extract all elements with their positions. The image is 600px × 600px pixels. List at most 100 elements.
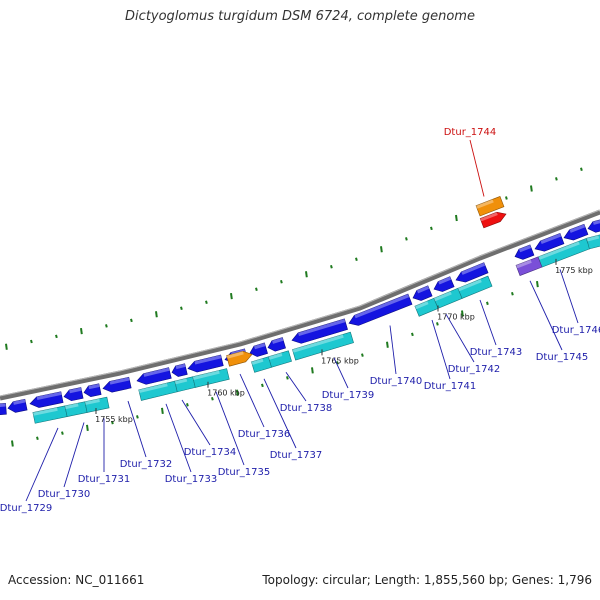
gc-inner-tick	[136, 415, 139, 419]
rna-feature[interactable]	[268, 350, 292, 368]
rna-feature-body[interactable]	[457, 275, 493, 299]
gene-label[interactable]: Dtur_1739	[322, 390, 375, 401]
cds-arrow-body[interactable]	[290, 318, 348, 346]
gene-label[interactable]: Dtur_1741	[424, 381, 477, 392]
rna-feature[interactable]	[251, 356, 272, 373]
gene-label[interactable]: Dtur_1740	[370, 376, 423, 387]
cds-arrow-body[interactable]	[562, 223, 589, 243]
rna-feature[interactable]	[192, 368, 230, 388]
gene-label[interactable]: Dtur_1733	[165, 474, 218, 485]
cds-arrow-body[interactable]	[102, 376, 132, 394]
dtur-1744-arrow[interactable]	[479, 209, 508, 229]
gene-label-leader	[389, 325, 397, 375]
cds-arrow[interactable]	[454, 262, 489, 285]
cds-arrow-body[interactable]	[171, 363, 188, 378]
gene-label[interactable]: Dtur_1734	[184, 447, 237, 458]
cds-arrow[interactable]	[266, 337, 286, 353]
cds-arrow[interactable]	[83, 383, 102, 398]
cds-arrow-body[interactable]	[533, 233, 565, 254]
gene-label[interactable]: Dtur_1745	[536, 352, 589, 363]
gc-inner-tick	[511, 291, 514, 296]
pseudo-feature[interactable]	[515, 256, 543, 276]
cds-arrow-gloss	[592, 218, 600, 225]
gene-label[interactable]: Dtur_1732	[120, 459, 173, 470]
cds-arrow-body[interactable]	[29, 391, 64, 409]
cds-arrow[interactable]	[562, 223, 589, 243]
dtur-1744-arrow-body[interactable]	[479, 209, 508, 229]
rna-feature[interactable]	[586, 233, 600, 250]
cds-arrow[interactable]	[136, 367, 172, 387]
cds-arrow-body[interactable]	[432, 276, 455, 295]
gc-outer-tick	[530, 185, 533, 192]
rna-feature-body[interactable]	[586, 233, 600, 250]
gene-label[interactable]: Dtur_1737	[270, 450, 323, 461]
cds-arrow-body[interactable]	[83, 383, 102, 398]
cds-arrow-body[interactable]	[513, 244, 535, 262]
rna-feature-gloss	[586, 235, 600, 242]
dtur-1744-orf-box[interactable]	[475, 196, 505, 217]
cds-arrow[interactable]	[248, 342, 268, 358]
gc-inner-tick	[461, 310, 464, 317]
cds-arrow-body[interactable]	[7, 398, 28, 414]
gene-label-layer[interactable]: Dtur_1729 Dtur_1730 Dtur_1731 Dtur_1732 Dtur…	[0, 127, 600, 514]
cds-arrow[interactable]	[587, 218, 600, 234]
rna-feature[interactable]	[174, 376, 196, 393]
cds-arrow-highlighted[interactable]	[226, 349, 254, 367]
rna-feature[interactable]	[457, 275, 493, 299]
cds-arrow[interactable]	[411, 285, 433, 303]
cds-arrow-body[interactable]	[63, 387, 84, 403]
cds-arrow[interactable]	[347, 293, 413, 328]
rna-feature-body[interactable]	[192, 368, 230, 388]
cds-arrow-body[interactable]	[266, 337, 286, 353]
pseudo-feature-body[interactable]	[515, 256, 543, 276]
cds-arrow[interactable]	[102, 376, 132, 394]
cds-arrow[interactable]	[187, 354, 224, 374]
dtur-1744-orf-box-body[interactable]	[475, 196, 505, 217]
gene-label-selected[interactable]: Dtur_1744	[444, 127, 497, 138]
cds-arrow[interactable]	[0, 402, 7, 416]
cds-arrow-body[interactable]	[248, 342, 268, 358]
gc-outer-tick	[305, 271, 308, 278]
rna-feature[interactable]	[32, 405, 68, 424]
cds-arrow[interactable]	[290, 318, 348, 346]
feature-track[interactable]	[0, 196, 600, 424]
gene-label[interactable]: Dtur_1736	[238, 429, 291, 440]
gene-label[interactable]: Dtur_1730	[38, 489, 91, 500]
ruler-tick-label: 1775 kbp	[555, 266, 593, 275]
cds-arrow-body[interactable]	[187, 354, 224, 374]
gene-label[interactable]: Dtur_1731	[78, 474, 131, 485]
cds-arrow-body[interactable]	[454, 262, 489, 285]
rna-feature[interactable]	[292, 331, 354, 361]
cds-arrow-body[interactable]	[587, 218, 600, 234]
gene-label[interactable]: Dtur_1743	[470, 347, 523, 358]
rna-feature-body[interactable]	[84, 396, 110, 413]
rna-feature[interactable]	[433, 287, 463, 309]
rna-feature[interactable]	[414, 297, 439, 317]
gc-inner-tick	[211, 397, 214, 401]
cds-arrow[interactable]	[432, 276, 455, 295]
cds-arrow-gloss	[461, 262, 486, 275]
cds-arrow-body[interactable]	[347, 293, 413, 328]
rna-feature[interactable]	[84, 396, 110, 413]
cds-arrow[interactable]	[533, 233, 565, 254]
cds-arrow[interactable]	[63, 387, 84, 403]
cds-arrow[interactable]	[7, 398, 28, 414]
gc-outer-tick	[355, 257, 358, 261]
rna-feature-body[interactable]	[292, 331, 354, 361]
gene-label[interactable]: Dtur_1742	[448, 364, 501, 375]
cds-arrow-body[interactable]	[411, 285, 433, 303]
cds-arrow-highlighted-body[interactable]	[226, 349, 254, 367]
gc-outer-tick	[230, 293, 233, 300]
gene-label[interactable]: Dtur_1746	[552, 325, 600, 336]
cds-arrow[interactable]	[513, 244, 535, 262]
cds-arrow-body[interactable]	[0, 402, 7, 416]
gene-label[interactable]: Dtur_1738	[280, 403, 333, 414]
gene-label[interactable]: Dtur_1735	[218, 467, 271, 478]
cds-arrow[interactable]	[29, 391, 64, 409]
cds-arrow-body[interactable]	[136, 367, 172, 387]
rna-feature-body[interactable]	[268, 350, 292, 368]
cds-arrow[interactable]	[171, 363, 188, 378]
gene-label[interactable]: Dtur_1729	[0, 503, 52, 514]
rna-feature[interactable]	[64, 401, 88, 417]
